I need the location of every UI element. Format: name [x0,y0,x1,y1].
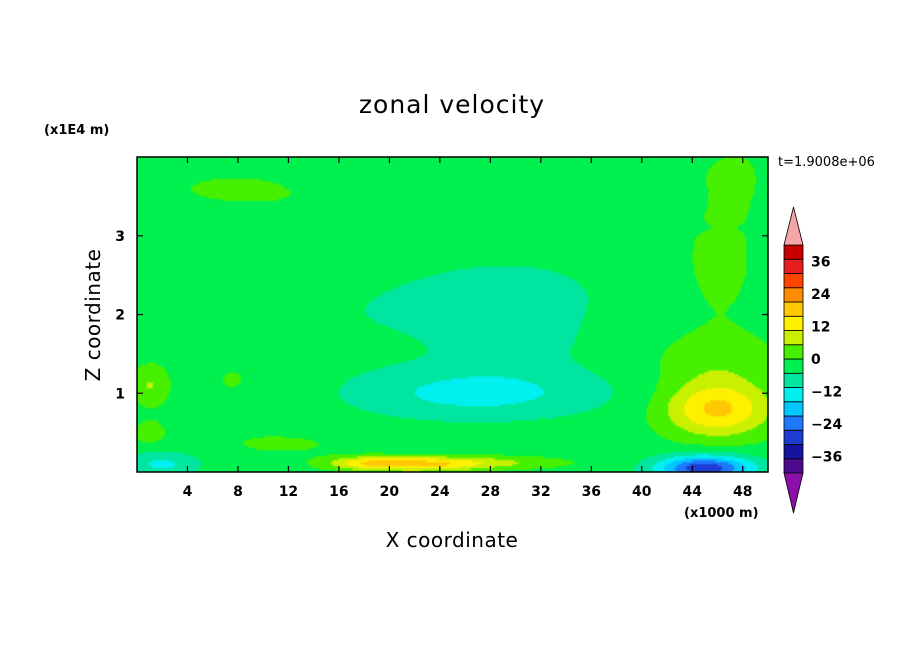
time-stamp: t=1.9008e+06 [778,155,875,170]
colorbar-swatch [783,387,804,403]
x-tick-label: 28 [481,484,500,500]
colorbar-swatch [783,330,804,346]
y-axis-label: Z coordinate [81,249,105,382]
colorbar-swatch [783,244,804,260]
colorbar-swatch [783,458,804,474]
x-tick-label: 40 [632,484,652,500]
colorbar-label: −24 [811,417,842,433]
x-tick-label: 8 [233,484,243,500]
colorbar-label: 36 [811,254,830,270]
colorbar-label: 24 [811,287,831,303]
colorbar-swatch [783,358,804,374]
colorbar-swatch [783,429,804,445]
x-unit-label: (x1000 m) [684,506,759,521]
colorbar-swatch [783,315,804,331]
colorbar-swatch [783,344,804,360]
x-tick-label: 48 [733,484,752,500]
colorbar-swatch [783,372,804,388]
velocity-contour-field [137,157,768,472]
y-tick-label: 3 [115,229,125,245]
colorbar-swatch [783,301,804,317]
x-tick-label: 20 [380,484,400,500]
colorbar-label: −12 [811,385,842,401]
x-tick-label: 4 [183,484,193,500]
colorbar-label: 0 [811,352,821,368]
x-tick-label: 44 [683,484,703,500]
y-unit-label: (x1E4 m) [44,123,109,138]
colorbar-over-arrow [783,206,804,246]
colorbar: 36 24 12 0 −12 −24 −36 [783,206,842,514]
y-tick-label: 2 [115,308,125,324]
chart-title: zonal velocity [359,90,545,119]
colorbar-label: 12 [811,319,830,335]
colorbar-swatch [783,444,804,460]
x-tick-label: 16 [329,484,348,500]
colorbar-label: −36 [811,450,842,466]
colorbar-swatch [783,287,804,303]
colorbar-swatch [783,401,804,417]
colorbar-swatch [783,273,804,289]
y-axis: 1 2 3 [115,229,768,402]
x-tick-label: 24 [430,484,450,500]
x-axis: 4 8 12 16 20 24 28 32 36 40 44 48 [183,157,753,500]
colorbar-swatch [783,415,804,431]
y-tick-label: 1 [115,386,125,402]
colorbar-under-arrow [783,472,804,514]
x-axis-label: X coordinate [386,528,519,552]
x-tick-label: 32 [531,484,550,500]
x-tick-label: 12 [279,484,298,500]
colorbar-swatch [783,258,804,274]
x-tick-label: 36 [582,484,601,500]
